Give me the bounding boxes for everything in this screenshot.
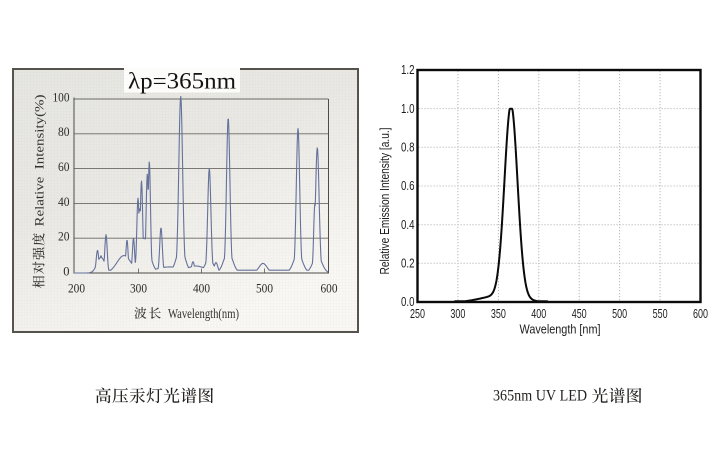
svg-text:Relative Emission Intensity [a: Relative Emission Intensity [a.u.] (377, 128, 392, 275)
svg-text:0.8: 0.8 (401, 140, 415, 155)
svg-text:100: 100 (53, 90, 70, 104)
svg-text:550: 550 (653, 306, 668, 321)
svg-text:300: 300 (450, 306, 465, 321)
svg-text:400: 400 (193, 282, 210, 296)
svg-text:0.6: 0.6 (401, 178, 415, 193)
svg-text:450: 450 (572, 306, 587, 321)
svg-text:200: 200 (68, 282, 85, 296)
svg-text:600: 600 (693, 306, 708, 321)
svg-text:300: 300 (130, 282, 147, 296)
svg-text:0.2: 0.2 (401, 256, 415, 271)
svg-text:Wavelength [nm]: Wavelength [nm] (520, 322, 601, 337)
svg-text:0.0: 0.0 (401, 294, 415, 309)
svg-text:500: 500 (256, 282, 273, 296)
svg-text:1.0: 1.0 (401, 101, 415, 116)
svg-text:20: 20 (58, 230, 70, 244)
svg-text:600: 600 (321, 282, 338, 296)
svg-text:1.2: 1.2 (401, 62, 415, 77)
svg-text:80: 80 (58, 125, 70, 139)
svg-text:60: 60 (58, 160, 70, 174)
svg-text:Relative Intensity(%): Relative Intensity(%) (32, 95, 47, 227)
svg-text:250: 250 (410, 306, 425, 321)
svg-text:0.4: 0.4 (401, 217, 415, 232)
svg-text:40: 40 (58, 195, 70, 209)
svg-text:500: 500 (612, 306, 627, 321)
svg-text:400: 400 (531, 306, 546, 321)
svg-text:365nm UV LED: 365nm UV LED (493, 388, 587, 405)
svg-text:Wavelength(nm): Wavelength(nm) (168, 307, 239, 322)
svg-text:350: 350 (491, 306, 506, 321)
svg-text:0: 0 (63, 264, 69, 278)
svg-text:λp=365nm: λp=365nm (128, 69, 236, 94)
